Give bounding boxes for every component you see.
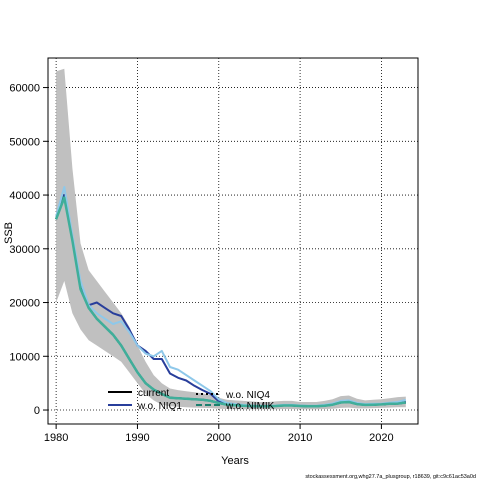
x-axis-label: Years [221, 455, 249, 467]
legend-label: current [138, 388, 169, 399]
footer-text: stockassessment.org,whg27.7a_plusgroup, … [305, 474, 476, 480]
legend-label: w.o. NIMIK [225, 401, 275, 412]
legend: current w.o. NIQ4 w.o. NIQ1 w.o. NIMIK [108, 388, 275, 412]
series-line-unnamed-5 [54, 196, 406, 408]
y-tick-label: 40000 [9, 190, 40, 202]
y-tick-label: 10000 [9, 351, 40, 363]
series-line-unnamed-4 [55, 186, 407, 407]
y-tick-label: 50000 [9, 136, 40, 148]
y-tick-label: 20000 [9, 298, 40, 310]
x-tick-label: 1980 [44, 432, 68, 444]
legend-label: w.o. NIQ1 [137, 401, 182, 412]
series-lines [54, 186, 407, 408]
x-tick-label: 1990 [125, 432, 149, 444]
x-tick-label: 2020 [369, 432, 393, 444]
y-tick-label: 0 [34, 405, 40, 417]
y-tick-label: 60000 [9, 83, 40, 95]
y-tick-label: 30000 [9, 244, 40, 256]
y-axis: 0 10000 20000 30000 40000 50000 60000 [9, 83, 48, 417]
x-axis: 1980 1990 2000 2010 2020 [44, 424, 394, 444]
x-tick-label: 2010 [288, 432, 312, 444]
x-tick-label: 2000 [207, 432, 231, 444]
y-axis-label: SSB [3, 222, 15, 244]
plot-frame [47, 57, 419, 425]
legend-label: w.o. NIQ4 [225, 390, 270, 401]
